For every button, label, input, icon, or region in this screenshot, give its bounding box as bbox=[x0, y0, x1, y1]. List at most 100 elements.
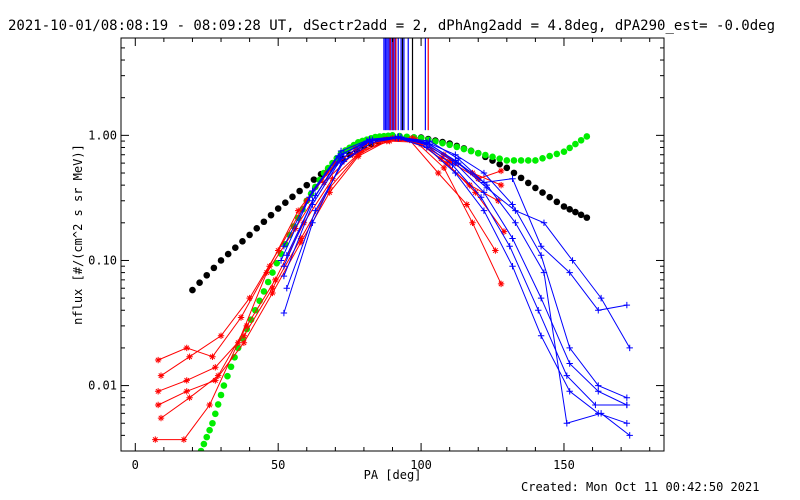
series-3-line-2-point-12 bbox=[626, 432, 633, 439]
series-1-point-5-1 bbox=[273, 259, 281, 267]
series-2-line-5-point-5 bbox=[297, 238, 305, 246]
series-3-line-5-point-7 bbox=[480, 179, 488, 186]
series-2-line-1 bbox=[160, 140, 505, 419]
series-2-line-5-point-8 bbox=[383, 137, 390, 145]
series-2-line-3-point-0 bbox=[152, 436, 159, 443]
series-2-line-5-point-2 bbox=[212, 377, 219, 384]
series-0-point-3-0 bbox=[274, 205, 282, 212]
series-2-line-4-point-4 bbox=[274, 247, 282, 254]
series-3-line-6-point-1 bbox=[312, 192, 319, 199]
series-3-line-6-point-9 bbox=[540, 219, 548, 227]
series-3-line-6-point-4 bbox=[397, 133, 405, 141]
series-2-line-0-point-10 bbox=[440, 164, 448, 172]
series-0-point-0-0 bbox=[189, 286, 196, 294]
series-2-line-4-point-3 bbox=[246, 294, 253, 302]
series-0-point-11-3 bbox=[524, 179, 532, 187]
series-3-line-6-point-8 bbox=[512, 207, 519, 214]
series-1-point-16-0 bbox=[503, 157, 511, 164]
series-0-point-0-3 bbox=[210, 264, 218, 272]
series-3-line-6-point-7 bbox=[483, 184, 491, 192]
series-0-point-4-0 bbox=[303, 181, 311, 189]
series-2-line-0-point-1 bbox=[183, 377, 190, 384]
series-3-line-0-point-12 bbox=[623, 420, 631, 427]
series-2-line-4 bbox=[160, 137, 502, 377]
series-3-line-5-point-10 bbox=[566, 269, 573, 276]
series-3-line-4-point-9 bbox=[535, 307, 542, 314]
series-3-line-6-point-3 bbox=[369, 136, 376, 144]
series-1-point-14-1 bbox=[453, 143, 461, 151]
series-0-point-1-2 bbox=[232, 244, 239, 251]
series-2-line-0-point-4 bbox=[269, 285, 276, 292]
series-1-point-18-3 bbox=[577, 136, 585, 144]
series-2-line-4-point-10 bbox=[446, 158, 453, 165]
series-1-point-19-0 bbox=[583, 133, 591, 140]
series-3-line-6-point-12 bbox=[626, 344, 633, 352]
series-1-point-15-1 bbox=[482, 151, 489, 159]
plot-area bbox=[152, 38, 633, 451]
series-1-point-17-3 bbox=[553, 150, 561, 158]
series-2-line-0-point-11 bbox=[469, 219, 476, 227]
series-3-line-4-point-0 bbox=[277, 257, 285, 264]
series-0-point-4-1 bbox=[310, 176, 318, 183]
series-1-point-16-2 bbox=[517, 157, 525, 164]
series-1-point-17-0 bbox=[532, 157, 539, 164]
series-2-line-3-point-3 bbox=[234, 339, 242, 346]
series-1-point-18-1 bbox=[566, 144, 573, 152]
series-1-point-0-2 bbox=[203, 433, 211, 441]
series-0-point-1-1 bbox=[224, 250, 232, 258]
series-1-point-14-2 bbox=[460, 145, 468, 153]
series-2-line-4-point-5 bbox=[303, 197, 310, 204]
series-2-line-3-point-1 bbox=[180, 436, 188, 443]
series-2-line-1-point-10 bbox=[443, 159, 450, 167]
series-3-line-6-point-0 bbox=[283, 252, 290, 259]
series-3-line-6-point-5 bbox=[426, 140, 433, 148]
series-3-line-3-point-8 bbox=[509, 201, 516, 208]
series-0-point-2-1 bbox=[253, 225, 261, 232]
series-2-line-2-point-7 bbox=[352, 145, 359, 153]
series-3-line-2-point-0 bbox=[283, 285, 290, 292]
series-3-line-4-point-12 bbox=[623, 401, 631, 409]
series-3-line-6-point-6 bbox=[455, 159, 462, 167]
series-1-point-1-3 bbox=[217, 391, 225, 399]
series-3-line-5-point-8 bbox=[509, 175, 516, 182]
series-2-line-4-point-9 bbox=[417, 140, 425, 148]
series-1-point-14-0 bbox=[446, 141, 453, 149]
series-0-point-3-1 bbox=[282, 199, 289, 206]
series-1-point-5-0 bbox=[269, 269, 276, 276]
series-0-point-11-0 bbox=[503, 164, 511, 172]
series-1-point-2-2 bbox=[227, 363, 235, 371]
series-1-point-16-1 bbox=[510, 157, 518, 164]
series-2-line-5-point-10 bbox=[440, 151, 448, 158]
series-1-point-2-3 bbox=[231, 354, 238, 361]
series-1-point-17-2 bbox=[546, 152, 553, 160]
series-1-point-2-0 bbox=[220, 382, 228, 389]
series-3-line-0-point-9 bbox=[537, 332, 545, 339]
series-3-line-2-point-8 bbox=[512, 219, 519, 227]
series-2-line-0-point-2 bbox=[212, 364, 219, 371]
series-1-point-1-0 bbox=[209, 419, 216, 427]
series-3-line-1-point-11 bbox=[595, 388, 602, 395]
series-3-line-3-point-12 bbox=[623, 394, 631, 401]
series-0-point-11-1 bbox=[510, 169, 518, 177]
series-3-line-6-point-11 bbox=[597, 294, 605, 302]
series-1-point-2-1 bbox=[224, 372, 231, 380]
series-1-point-16-3 bbox=[524, 157, 532, 164]
series-2-line-1-point-11 bbox=[472, 189, 479, 196]
series-2-line-2-point-1 bbox=[183, 344, 190, 352]
series-1-point-1-2 bbox=[214, 401, 222, 408]
series-2-line-1-point-0 bbox=[157, 414, 165, 422]
series-2-line-3-point-4 bbox=[263, 269, 270, 276]
x-tick-label-3: 150 bbox=[553, 458, 575, 472]
series-0-point-12-0 bbox=[532, 184, 539, 192]
series-2-line-4-point-1 bbox=[186, 353, 193, 360]
series-0-point-12-1 bbox=[539, 189, 546, 196]
series-0-point-12-3 bbox=[553, 198, 561, 206]
series-3-line-1-point-8 bbox=[509, 235, 516, 242]
chart-title: 2021-10-01/08:08:19 - 08:09:28 UT, dSect… bbox=[8, 18, 776, 34]
series-3-line-0-point-8 bbox=[509, 262, 516, 270]
series-1-point-0-0 bbox=[197, 447, 205, 451]
series-3-line-5-point-11 bbox=[595, 307, 602, 314]
series-0-point-3-3 bbox=[296, 187, 303, 195]
series-2-line-1-point-4 bbox=[272, 276, 279, 284]
y-tick-label-1: 0.10 bbox=[88, 253, 117, 267]
